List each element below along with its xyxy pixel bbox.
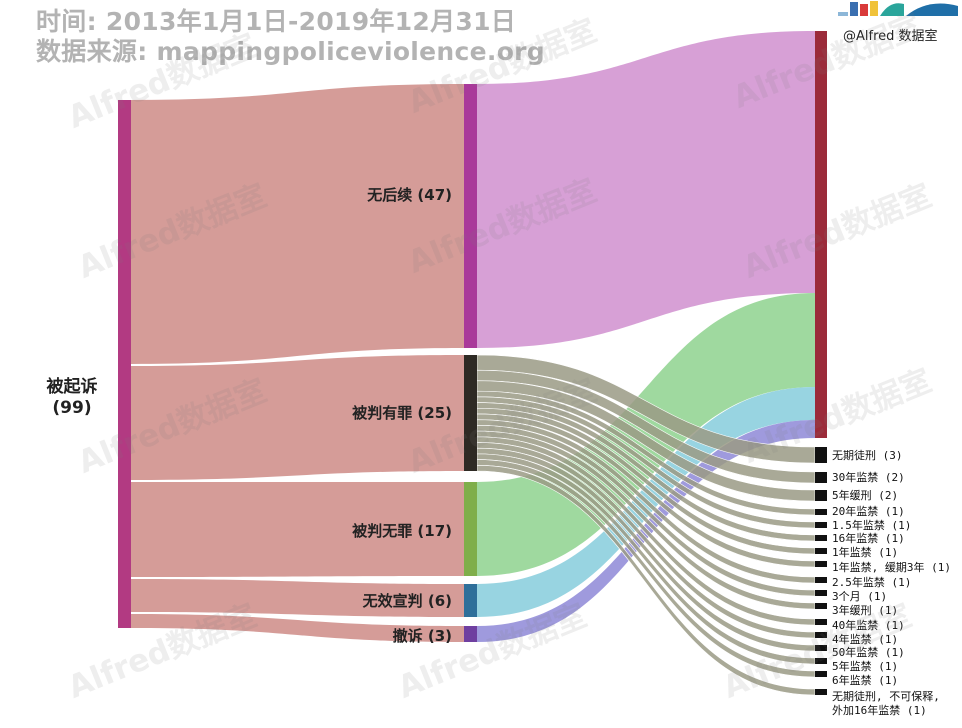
sentence-node-bar	[815, 509, 827, 515]
sentence-label: 16年监禁 (1)	[832, 531, 905, 545]
link-not-guilty-to-no-sentence	[477, 293, 815, 576]
sentence-node-bar	[815, 490, 827, 501]
credit-label: @Alfred 数据室	[843, 29, 938, 44]
outcome-label-mistrial: 无效宣判 (6)	[362, 592, 452, 610]
sentence-label: 6年监禁 (1)	[832, 673, 898, 687]
sentence-label: 1年监禁, 缓期3年 (1)	[832, 560, 951, 574]
outcome-node-bar	[464, 626, 477, 642]
sankey-links	[131, 31, 816, 696]
link-charged-to-guilty	[131, 355, 464, 480]
sentence-label: 2.5年监禁 (1)	[832, 575, 911, 589]
sentence-node-bar	[815, 535, 827, 541]
sentence-label: 5年监禁 (1)	[832, 659, 898, 673]
sentence-label-line-2: 外加16年监禁 (1)	[832, 703, 927, 717]
title-data-source: 数据来源: mappingpoliceviolence.org	[36, 37, 545, 66]
sentence-node-bar	[815, 590, 827, 596]
sentence-node-bar	[815, 548, 827, 554]
sentence-label: 1.5年监禁 (1)	[832, 518, 911, 532]
outcome-label-dropped: 撤诉 (3)	[393, 627, 452, 645]
logo-icon	[838, 1, 958, 16]
source-node-bar	[118, 100, 131, 628]
sentence-label: 3年缓刑 (1)	[832, 603, 898, 617]
sentence-label: 20年监禁 (1)	[832, 504, 905, 518]
sentence-node-bar	[815, 522, 827, 528]
sentence-label: 4年监禁 (1)	[832, 632, 898, 646]
sentence-label: 5年缓刑 (2)	[832, 488, 898, 502]
sentence-node-bar	[815, 603, 827, 609]
sentence-node-bar	[815, 671, 827, 677]
sentence-label: 无期徒刑 (3)	[832, 448, 903, 462]
outcome-node-bar	[464, 355, 477, 471]
link-no-followup-to-no-sentence	[477, 31, 815, 348]
sentence-label-line-1: 无期徒刑, 不可保释,	[832, 689, 940, 703]
outcome-label-not-guilty: 被判无罪 (17)	[352, 522, 452, 540]
sentence-node-bar	[815, 619, 827, 625]
outcome-node-bar	[464, 482, 477, 576]
sentence-node-bar	[815, 447, 827, 463]
no-sentence-node-bar	[815, 31, 827, 438]
sentence-node-bar	[815, 561, 827, 567]
title-time-range: 时间: 2013年1月1日-2019年12月31日	[36, 7, 517, 36]
sentence-node-bar	[815, 577, 827, 583]
source-node-name: 被起诉	[47, 376, 98, 397]
sentence-node-bar	[815, 472, 827, 483]
sentence-label: 30年监禁 (2)	[832, 470, 905, 484]
outcome-label-guilty: 被判有罪 (25)	[352, 404, 452, 422]
sentence-node-bar	[815, 658, 827, 664]
outcome-node-bar	[464, 84, 477, 348]
sentence-node-bar	[815, 689, 827, 695]
sentence-label: 50年监禁 (1)	[832, 645, 905, 659]
source-node-value: (99)	[52, 398, 91, 418]
link-charged-to-dropped	[131, 614, 464, 642]
sentence-label: 1年监禁 (1)	[832, 545, 898, 559]
outcome-label-no-followup: 无后续 (47)	[366, 186, 452, 204]
outcome-node-bar	[464, 584, 477, 617]
sentence-node-bar	[815, 645, 827, 651]
link-charged-to-mistrial	[131, 579, 464, 617]
sentence-label: 40年监禁 (1)	[832, 618, 905, 632]
link-charged-to-not-guilty	[131, 482, 464, 577]
sankey-labels: 被起诉 (99) 无后续 (47) 被判有罪 (25) 被判无罪 (17) 无效宣判 …	[47, 186, 951, 717]
sentence-label: 3个月 (1)	[832, 590, 887, 603]
sentence-node-bar	[815, 632, 827, 638]
link-charged-to-no-followup	[131, 84, 464, 364]
sankey-nodes	[118, 31, 827, 695]
